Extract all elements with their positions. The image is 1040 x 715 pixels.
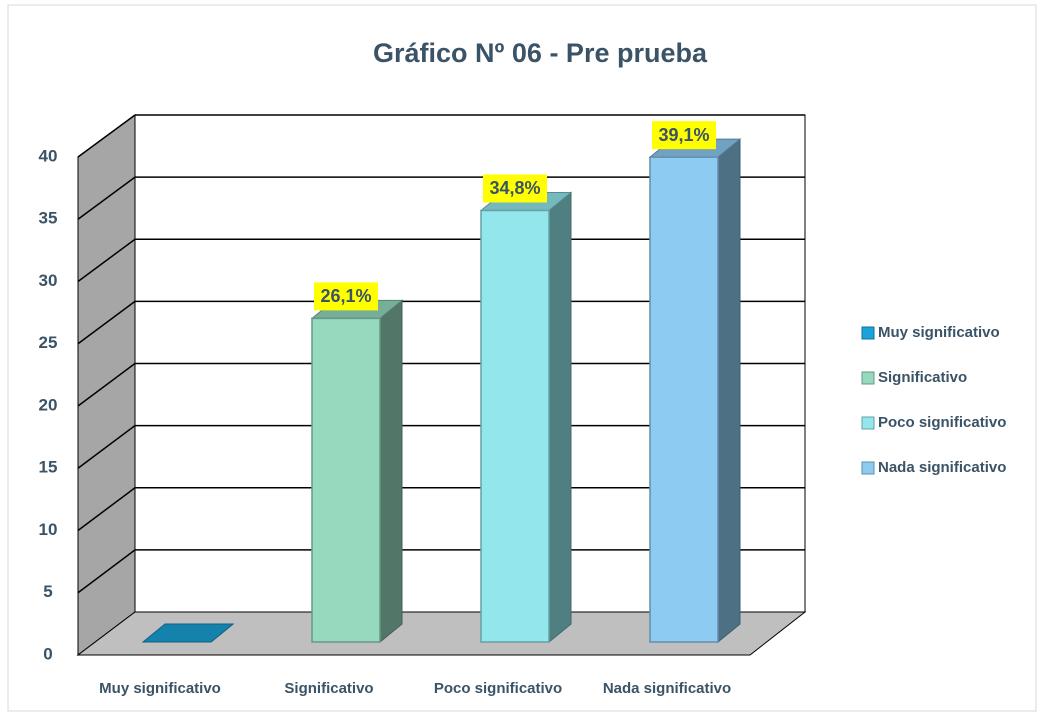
y-tick-label: 15 (39, 458, 58, 477)
y-tick-label: 25 (39, 333, 58, 352)
x-tick-label: Muy significativo (99, 680, 221, 697)
wall-grid-line (77, 114, 136, 158)
legend-label: Significativo (878, 369, 967, 386)
wall-grid-line (77, 549, 136, 594)
data-label-box (652, 121, 716, 150)
bar (480, 209, 550, 643)
y-tick-label: 0 (43, 644, 52, 663)
chart-title: Gráfico Nº 06 - Pre prueba (373, 38, 708, 68)
bar-top (141, 623, 235, 643)
legend-label: Nada significativo (878, 459, 1006, 476)
wall-grid-line (77, 362, 136, 407)
wall-grid-line (77, 176, 136, 220)
data-label: 34,8% (489, 178, 540, 198)
bar-side (548, 191, 572, 644)
bar (649, 156, 719, 643)
y-tick-label: 5 (43, 582, 52, 601)
x-tick-label: Significativo (284, 680, 373, 697)
wall-grid-line (77, 487, 136, 532)
bar (311, 317, 381, 643)
legend-label: Poco significativo (878, 414, 1006, 431)
bar-side (379, 299, 403, 644)
legend-swatch (861, 461, 875, 475)
bar-side (717, 138, 741, 644)
y-tick-label: 20 (39, 395, 58, 414)
data-label: 26,1% (320, 286, 371, 306)
legend-swatch (861, 416, 875, 430)
data-label-box (483, 174, 547, 203)
x-tick-label: Poco significativo (434, 680, 562, 697)
wall-grid-line (77, 238, 136, 283)
y-tick-label: 30 (39, 271, 58, 290)
floor (76, 611, 807, 656)
y-tick-label: 10 (39, 520, 58, 539)
x-tick-label: Nada significativo (603, 680, 731, 697)
legend-swatch (861, 326, 875, 340)
legend-label: Muy significativo (878, 324, 1000, 341)
legend-swatch (861, 371, 875, 385)
y-tick-label: 40 (39, 146, 58, 165)
wall-grid-line (77, 300, 136, 345)
y-tick-label: 35 (39, 209, 58, 228)
data-label: 39,1% (658, 125, 709, 145)
data-label-box (314, 282, 378, 311)
wall-grid-line (77, 425, 136, 469)
